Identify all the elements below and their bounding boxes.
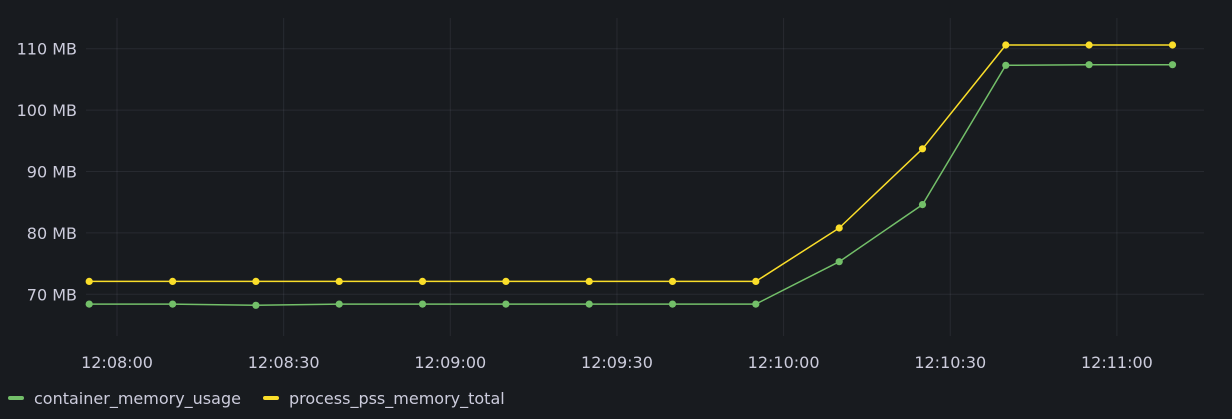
y-tick-label: 90 MB xyxy=(27,162,77,181)
x-tick-label: 12:09:00 xyxy=(414,353,486,372)
x-tick-label: 12:09:30 xyxy=(581,353,653,372)
y-axis-ticks: 70 MB 80 MB 90 MB 100 MB 110 MB xyxy=(17,40,77,305)
legend-label: process_pss_memory_total xyxy=(288,388,505,408)
x-tick-label: 12:08:00 xyxy=(81,353,153,372)
data-point[interactable] xyxy=(752,277,760,285)
data-point[interactable] xyxy=(502,277,510,285)
data-point[interactable] xyxy=(1002,41,1010,49)
data-point[interactable] xyxy=(169,277,177,285)
y-tick-label: 70 MB xyxy=(27,285,77,304)
chart-legend: container_memory_usage process_pss_memory… xyxy=(0,384,505,412)
data-point[interactable] xyxy=(585,300,593,308)
y-tick-label: 110 MB xyxy=(17,40,77,59)
data-point[interactable] xyxy=(169,300,177,308)
data-point[interactable] xyxy=(668,277,677,285)
series-process_pss_memory_total xyxy=(85,41,1177,285)
x-tick-label: 12:10:30 xyxy=(914,353,986,372)
data-point[interactable] xyxy=(252,301,260,309)
series-container_memory_usage xyxy=(85,61,1177,309)
x-tick-label: 12:08:30 xyxy=(248,353,320,372)
data-point[interactable] xyxy=(1002,61,1010,69)
data-point[interactable] xyxy=(335,277,343,285)
data-point[interactable] xyxy=(85,300,93,308)
data-point[interactable] xyxy=(835,224,843,232)
series-line xyxy=(89,63,1173,307)
legend-swatch xyxy=(262,396,279,400)
data-point[interactable] xyxy=(1168,41,1177,49)
series-line xyxy=(89,44,1173,283)
legend-item-container_memory_usage[interactable]: container_memory_usage xyxy=(4,389,241,408)
data-point[interactable] xyxy=(502,300,510,308)
legend-label: container_memory_usage xyxy=(34,388,241,408)
data-point[interactable] xyxy=(835,258,843,266)
data-point[interactable] xyxy=(918,201,927,209)
data-point[interactable] xyxy=(918,145,927,153)
data-point[interactable] xyxy=(1168,61,1177,69)
y-tick-label: 80 MB xyxy=(27,224,77,243)
series-lines xyxy=(85,41,1177,309)
data-point[interactable] xyxy=(252,277,260,285)
y-tick-label: 100 MB xyxy=(17,101,77,120)
data-point[interactable] xyxy=(418,300,427,308)
data-point[interactable] xyxy=(1085,61,1093,69)
data-point[interactable] xyxy=(752,300,760,308)
data-point[interactable] xyxy=(85,277,93,285)
data-point[interactable] xyxy=(335,300,343,308)
data-point[interactable] xyxy=(585,277,593,285)
legend-swatch xyxy=(8,396,24,400)
grid-lines xyxy=(86,18,1204,336)
x-tick-label: 12:10:00 xyxy=(748,353,820,372)
x-axis-ticks: 12:08:00 12:08:30 12:09:00 12:09:30 12:10:00… xyxy=(81,353,1153,372)
data-point[interactable] xyxy=(1085,41,1093,49)
data-point[interactable] xyxy=(668,300,677,308)
x-tick-label: 12:11:00 xyxy=(1081,353,1153,372)
data-point[interactable] xyxy=(418,277,427,285)
legend-item-process_pss_memory_total[interactable]: process_pss_memory_total xyxy=(259,389,505,408)
